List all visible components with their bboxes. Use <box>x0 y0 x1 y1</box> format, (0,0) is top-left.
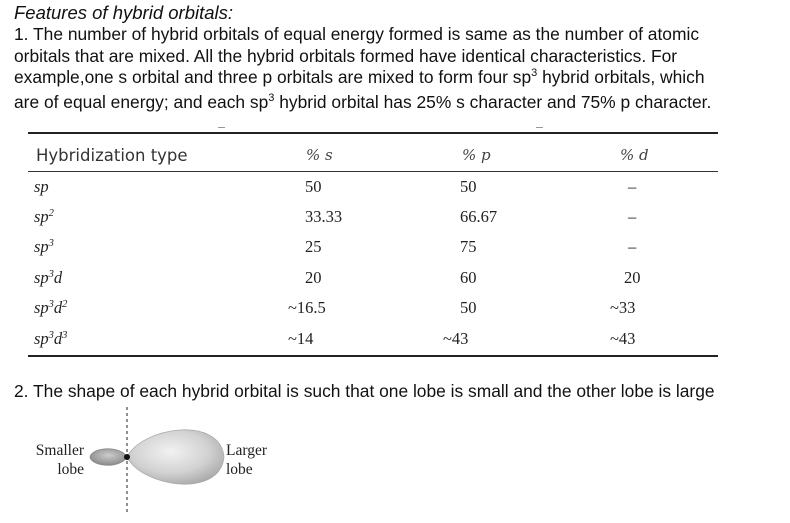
table-cell-percent-s: 25 <box>305 237 322 256</box>
table-row-hybridization-type: sp3 <box>34 237 54 256</box>
table-bottom-rule <box>28 355 718 357</box>
table-cell-percent-d: – <box>628 207 637 226</box>
header-percent-d: % d <box>620 146 649 164</box>
table-tick-mark <box>218 127 225 128</box>
table-cell-percent-d: 20 <box>624 268 641 287</box>
section-heading: Features of hybrid orbitals: <box>14 2 234 23</box>
table-cell-percent-d: ~33 <box>610 298 636 317</box>
table-row-hybridization-type: sp <box>34 177 49 196</box>
larger-lobe-shape <box>126 429 225 485</box>
table-tick-mark <box>536 127 543 128</box>
table-cell-percent-s: ~16.5 <box>288 298 326 317</box>
point-2-text: 2. The shape of each hybrid orbital is s… <box>14 381 715 401</box>
smaller-lobe-label: Smaller lobe <box>35 442 84 478</box>
table-cell-percent-d: – <box>628 237 637 256</box>
point-1-line-3: example,one s orbital and three p orbita… <box>14 67 705 87</box>
table-row-hybridization-type: sp3d2 <box>34 298 68 317</box>
nucleus-dot <box>124 454 130 460</box>
point-1-line-4: are of equal energy; and each sp3 hybrid… <box>14 91 712 112</box>
header-hybridization-type: Hybridization type <box>36 146 188 165</box>
point-1-line-1: 1. The number of hybrid orbitals of equa… <box>14 24 700 44</box>
table-cell-percent-d: ~43 <box>610 329 636 348</box>
table-cell-percent-p: 50 <box>460 177 477 196</box>
table-header-rule <box>28 171 718 172</box>
point-1-paragraph: 1. The number of hybrid orbitals of equa… <box>14 24 784 116</box>
table-cell-percent-p: ~43 <box>443 329 469 348</box>
larger-lobe-label: Larger lobe <box>226 442 268 478</box>
point-1-line-2: orbitals that are mixed. All the hybrid … <box>14 45 678 66</box>
table-cell-percent-p: 60 <box>460 268 477 287</box>
table-cell-percent-s: 33.33 <box>305 207 343 226</box>
table-row-hybridization-type: sp3d <box>34 268 63 287</box>
table-cell-percent-s: 20 <box>305 268 322 287</box>
table-top-rule <box>28 132 718 134</box>
header-percent-p: % p <box>462 146 491 164</box>
table-cell-percent-p: 75 <box>460 237 477 256</box>
header-percent-s: % s <box>306 146 333 164</box>
smaller-lobe-shape <box>89 448 128 466</box>
hybrid-orbital-diagram <box>89 407 225 513</box>
table-cell-percent-p: 66.67 <box>460 207 498 226</box>
table-row-hybridization-type: sp3d3 <box>34 329 68 348</box>
table-cell-percent-d: – <box>628 177 637 196</box>
table-cell-percent-s: 50 <box>305 177 322 196</box>
table-cell-percent-p: 50 <box>460 298 477 317</box>
table-row-hybridization-type: sp2 <box>34 207 54 226</box>
table-cell-percent-s: ~14 <box>288 329 314 348</box>
